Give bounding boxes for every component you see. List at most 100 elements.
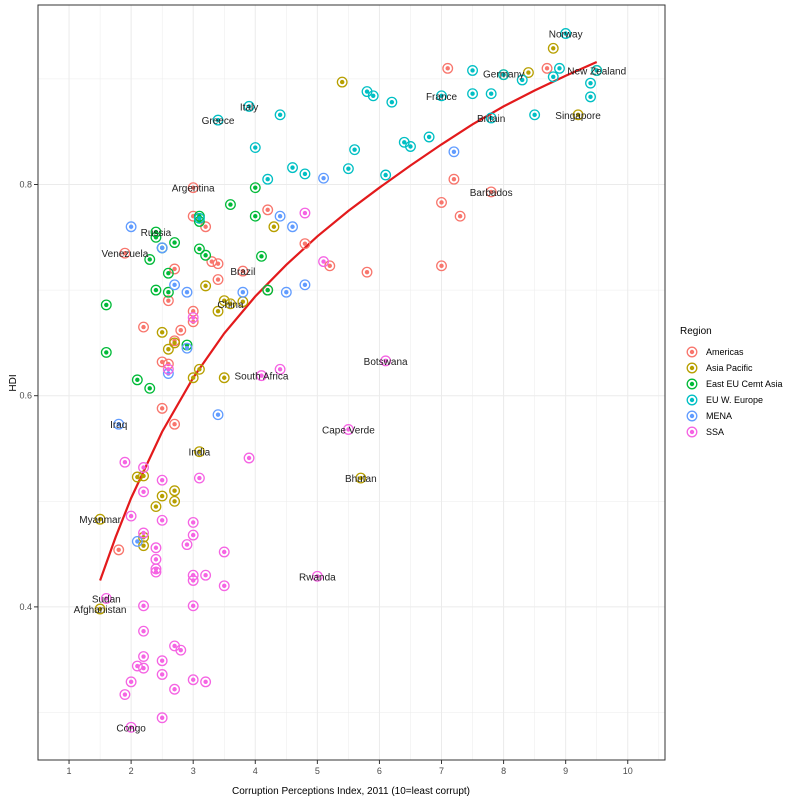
data-point-dot — [259, 254, 264, 259]
data-point — [212, 409, 224, 421]
data-point-ring — [237, 265, 249, 277]
data-point-ring — [206, 256, 218, 268]
data-point — [138, 527, 149, 539]
data-point — [169, 683, 181, 695]
legend-key-dot — [689, 413, 695, 419]
data-point — [274, 363, 286, 375]
data-point-ring — [138, 600, 149, 612]
data-point-dot — [228, 202, 233, 207]
data-point-ring — [187, 516, 199, 528]
data-point-ring — [200, 249, 212, 261]
data-point-ring — [131, 471, 143, 483]
data-point-dot — [153, 235, 159, 240]
panel-border — [37, 4, 666, 761]
data-point-ring — [150, 542, 162, 554]
data-point-dot — [594, 68, 599, 73]
data-point-dot — [141, 628, 146, 634]
point-label: Argentina — [172, 184, 215, 195]
data-point-dot — [172, 488, 177, 493]
data-point-ring — [355, 472, 367, 484]
point-label: Cape Verde — [322, 425, 375, 436]
data-point-ring — [193, 472, 205, 484]
data-point-ring — [175, 644, 187, 656]
data-point-dot — [190, 578, 196, 583]
data-point-ring — [156, 669, 168, 680]
data-point — [156, 326, 168, 338]
data-point-dot — [128, 224, 134, 229]
data-point — [200, 676, 212, 688]
data-point-ring — [169, 485, 181, 497]
data-point-dot — [551, 46, 556, 51]
data-point — [212, 274, 224, 285]
data-point — [187, 529, 199, 541]
data-point — [193, 446, 205, 458]
data-point — [243, 100, 255, 112]
data-point-ring — [100, 299, 112, 311]
data-point-dot — [215, 117, 221, 123]
data-point-dot — [197, 449, 202, 454]
data-point — [144, 254, 156, 265]
data-point — [554, 62, 565, 74]
data-point-dot — [159, 245, 165, 251]
point-label: Sudan — [92, 594, 121, 605]
data-point-ring — [249, 182, 261, 194]
data-point-ring — [262, 173, 274, 185]
data-point — [318, 256, 330, 268]
data-point — [125, 221, 137, 233]
data-point-ring — [150, 284, 162, 296]
data-point — [342, 163, 354, 175]
data-point — [156, 490, 168, 502]
data-point-ring — [274, 363, 286, 375]
data-point — [131, 535, 143, 547]
data-point — [367, 90, 379, 102]
data-point — [125, 676, 137, 688]
legend-key-ring — [686, 362, 698, 374]
data-point-ring — [162, 295, 174, 307]
y-tick-label: 0.4 — [19, 602, 32, 612]
data-point-dot — [190, 315, 196, 320]
data-point-ring — [287, 221, 298, 233]
data-point-dot — [470, 91, 475, 96]
data-point — [169, 495, 181, 507]
data-point-dot — [315, 574, 320, 579]
data-point-ring — [280, 286, 292, 298]
data-point-dot — [488, 91, 494, 96]
data-point-dot — [588, 80, 593, 86]
x-tick-label: 1 — [67, 766, 72, 776]
legend-key-dot — [689, 349, 695, 355]
data-point — [94, 513, 106, 525]
data-point — [591, 65, 603, 76]
data-point-dot — [277, 112, 283, 118]
data-point — [175, 324, 187, 336]
data-point-dot — [197, 246, 202, 252]
data-point-ring — [405, 141, 416, 152]
data-point-dot — [557, 66, 562, 71]
data-point-ring — [113, 418, 125, 430]
data-point-ring — [274, 210, 286, 222]
data-point-dot — [364, 89, 370, 94]
point-label: France — [426, 92, 458, 103]
data-point-dot — [141, 324, 146, 330]
data-point-ring — [200, 676, 212, 688]
data-point-dot — [215, 277, 221, 282]
x-axis: 1 2 3 4 5 6 7 8 9 10 — [67, 760, 633, 776]
data-point-ring — [131, 660, 143, 672]
data-point-dot — [203, 573, 208, 578]
legend-title: Region — [680, 326, 712, 337]
data-point — [162, 267, 174, 279]
data-point-dot — [277, 213, 283, 219]
data-point-dot — [352, 147, 357, 152]
data-point-dot — [451, 177, 457, 182]
data-point — [100, 592, 112, 604]
data-point-dot — [128, 513, 134, 519]
data-point-ring — [318, 256, 330, 268]
data-point-ring — [125, 510, 137, 522]
data-point-ring — [125, 676, 137, 688]
data-point — [299, 168, 311, 180]
data-point-ring — [156, 712, 168, 724]
data-point-dot — [190, 185, 196, 190]
data-point-dot — [271, 224, 277, 229]
data-point-ring — [156, 474, 168, 486]
data-point — [131, 471, 143, 483]
data-point — [156, 669, 168, 680]
